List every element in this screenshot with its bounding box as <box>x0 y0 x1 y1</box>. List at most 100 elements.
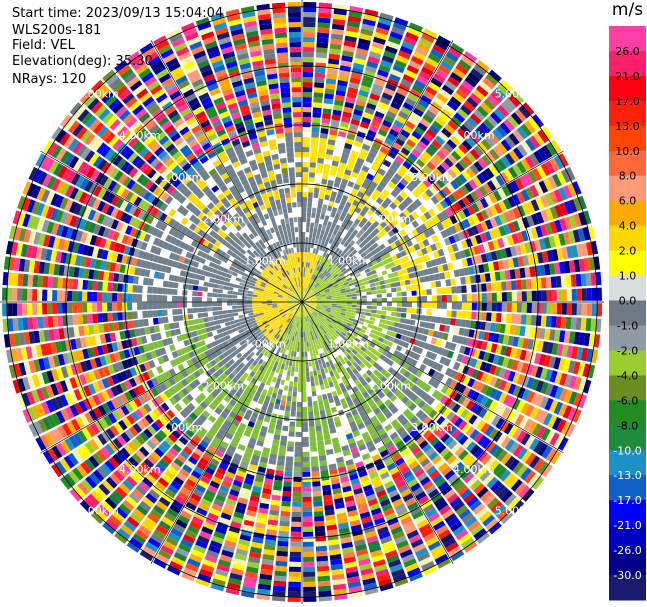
range-gate <box>315 540 327 547</box>
range-gate <box>302 302 304 307</box>
range-gate <box>372 436 382 445</box>
range-gate <box>422 178 432 188</box>
range-gate <box>450 550 465 562</box>
range-gate <box>303 331 306 337</box>
range-gate <box>361 165 370 173</box>
range-gate <box>113 422 124 434</box>
range-gate <box>380 375 388 383</box>
range-gate <box>342 50 354 58</box>
range-gate <box>241 334 248 340</box>
range-gate <box>524 350 532 362</box>
range-gate <box>145 352 153 361</box>
range-gate <box>293 386 298 392</box>
range-gate <box>267 519 279 526</box>
range-gate <box>477 450 488 462</box>
range-gate <box>417 140 428 150</box>
range-gate <box>451 294 457 302</box>
range-gate <box>290 541 301 547</box>
range-gate <box>299 326 301 332</box>
range-gate <box>206 549 220 559</box>
range-gate <box>143 458 155 469</box>
range-gate <box>328 268 334 274</box>
range-gate <box>291 320 295 326</box>
range-gate <box>293 471 302 477</box>
range-gate <box>378 403 387 411</box>
range-gate <box>351 310 357 314</box>
range-gate <box>406 64 420 75</box>
range-gate <box>164 488 176 499</box>
range-gate <box>502 236 510 247</box>
range-gate <box>466 293 472 302</box>
range-gate <box>271 595 286 602</box>
range-gate <box>355 52 367 61</box>
range-gate <box>302 386 307 392</box>
range-gate <box>178 422 188 432</box>
range-gate <box>380 432 389 441</box>
range-gate <box>319 311 325 315</box>
range-gate <box>421 66 434 77</box>
range-gate <box>289 313 294 319</box>
range-gate <box>273 580 287 587</box>
range-gate <box>512 164 523 177</box>
range-gate <box>317 359 322 365</box>
range-gate <box>350 478 360 486</box>
range-gate <box>223 407 231 415</box>
range-gate <box>466 495 479 508</box>
range-gate <box>406 412 415 421</box>
range-gate <box>331 28 344 36</box>
range-gate <box>270 315 276 320</box>
range-gate <box>279 515 290 522</box>
range-gate <box>59 458 71 472</box>
range-gate <box>355 232 362 239</box>
range-gate <box>296 311 299 317</box>
range-gate <box>354 269 360 275</box>
range-gate <box>290 314 294 319</box>
range-gate <box>334 213 341 220</box>
range-gate <box>361 352 368 359</box>
range-gate <box>302 262 304 267</box>
range-gate <box>404 69 417 79</box>
range-gate <box>112 438 123 450</box>
range-gate <box>366 345 374 352</box>
range-gate <box>256 517 267 525</box>
range-gate <box>339 333 345 339</box>
range-gate <box>92 313 98 324</box>
range-gate <box>293 466 302 472</box>
range-gate <box>466 441 477 452</box>
range-gate <box>76 464 88 478</box>
range-gate <box>393 185 402 194</box>
range-gate <box>168 396 178 406</box>
range-gate <box>351 296 357 300</box>
range-gate <box>491 177 501 189</box>
range-gate <box>449 253 457 262</box>
range-gate <box>434 553 449 565</box>
range-gate <box>83 372 92 384</box>
range-gate <box>235 359 242 366</box>
range-gate <box>465 426 476 437</box>
range-gate <box>202 307 208 312</box>
range-gate <box>51 463 63 478</box>
range-gate <box>190 493 202 502</box>
range-gate <box>489 376 498 387</box>
range-gate <box>44 432 55 446</box>
range-gate <box>292 315 296 320</box>
range-gate <box>345 250 352 256</box>
range-gate <box>411 211 419 220</box>
range-gate <box>570 317 577 330</box>
range-gate <box>493 366 502 377</box>
range-gate <box>345 459 354 466</box>
range-gate <box>358 89 370 98</box>
range-gate <box>562 405 573 419</box>
range-gate <box>458 268 465 277</box>
range-gate <box>382 436 392 445</box>
range-gate <box>299 316 301 322</box>
range-gate <box>244 329 250 335</box>
range-gate <box>356 383 364 390</box>
range-gate <box>537 147 549 161</box>
range-gate <box>339 365 346 372</box>
range-gate <box>409 259 416 266</box>
range-gate <box>518 105 531 119</box>
range-gate <box>322 335 327 341</box>
range-gate <box>283 385 289 391</box>
range-gate <box>234 506 246 515</box>
